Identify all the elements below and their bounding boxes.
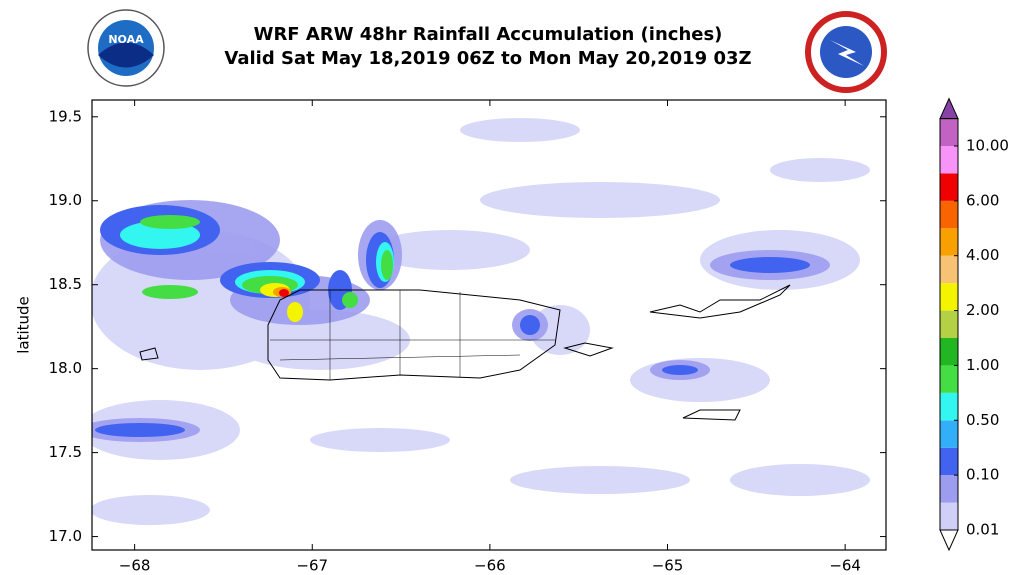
y-tick-label: 18.0 <box>49 359 82 377</box>
colorbar-label: 4.00 <box>966 246 999 264</box>
colorbar-segment <box>940 283 958 311</box>
colorbar-label: 2.00 <box>966 301 999 319</box>
colorbar-label: 0.50 <box>966 411 999 429</box>
y-tick-label: 18.5 <box>49 275 82 293</box>
colorbar-label: 0.10 <box>966 466 999 484</box>
noaa-logo: NOAA <box>87 9 165 87</box>
x-tick-label: −68 <box>119 557 151 575</box>
colorbar-label: 6.00 <box>966 191 999 209</box>
y-tick-label: 17.0 <box>49 527 82 545</box>
nws-logo <box>805 11 887 93</box>
colorbar-segment <box>940 475 958 503</box>
x-tick-label: −66 <box>474 557 506 575</box>
y-tick-label: 19.5 <box>49 107 82 125</box>
y-tick-label: 17.5 <box>49 443 82 461</box>
colorbar-over <box>939 97 959 120</box>
colorbar-label: 10.00 <box>966 137 1009 155</box>
colorbar-segment <box>940 228 958 256</box>
colorbar-segment <box>940 447 958 476</box>
colorbar-segment <box>940 420 958 448</box>
colorbar-frame <box>939 118 959 531</box>
colorbar-segment <box>940 255 958 284</box>
colorbar-segment <box>940 502 958 530</box>
title-line: WRF ARW 48hr Rainfall Accumulation (inch… <box>254 24 723 45</box>
title-line: Valid Sat May 18,2019 06Z to Mon May 20,… <box>224 48 751 69</box>
colorbar-segment <box>940 146 958 174</box>
colorbar-segment <box>940 365 958 393</box>
colorbar-segment <box>940 392 958 421</box>
y-tick-label: 19.0 <box>49 191 82 209</box>
colorbar-segment <box>940 310 958 338</box>
logo-text: NOAA <box>108 33 144 46</box>
x-tick-label: −67 <box>296 557 328 575</box>
colorbar-under <box>939 529 959 552</box>
plot-frame <box>91 99 887 551</box>
x-tick-label: −64 <box>829 557 861 575</box>
rainfall-field <box>92 118 870 525</box>
colorbar-label: 0.01 <box>966 521 999 539</box>
colorbar-segment <box>940 200 958 229</box>
colorbar-segment <box>940 338 958 366</box>
y-axis-label: latitude <box>15 296 33 354</box>
x-tick-label: −65 <box>652 557 684 575</box>
colorbar-segment <box>940 118 958 146</box>
colorbar-segment <box>940 173 958 201</box>
colorbar-label: 1.00 <box>966 356 999 374</box>
